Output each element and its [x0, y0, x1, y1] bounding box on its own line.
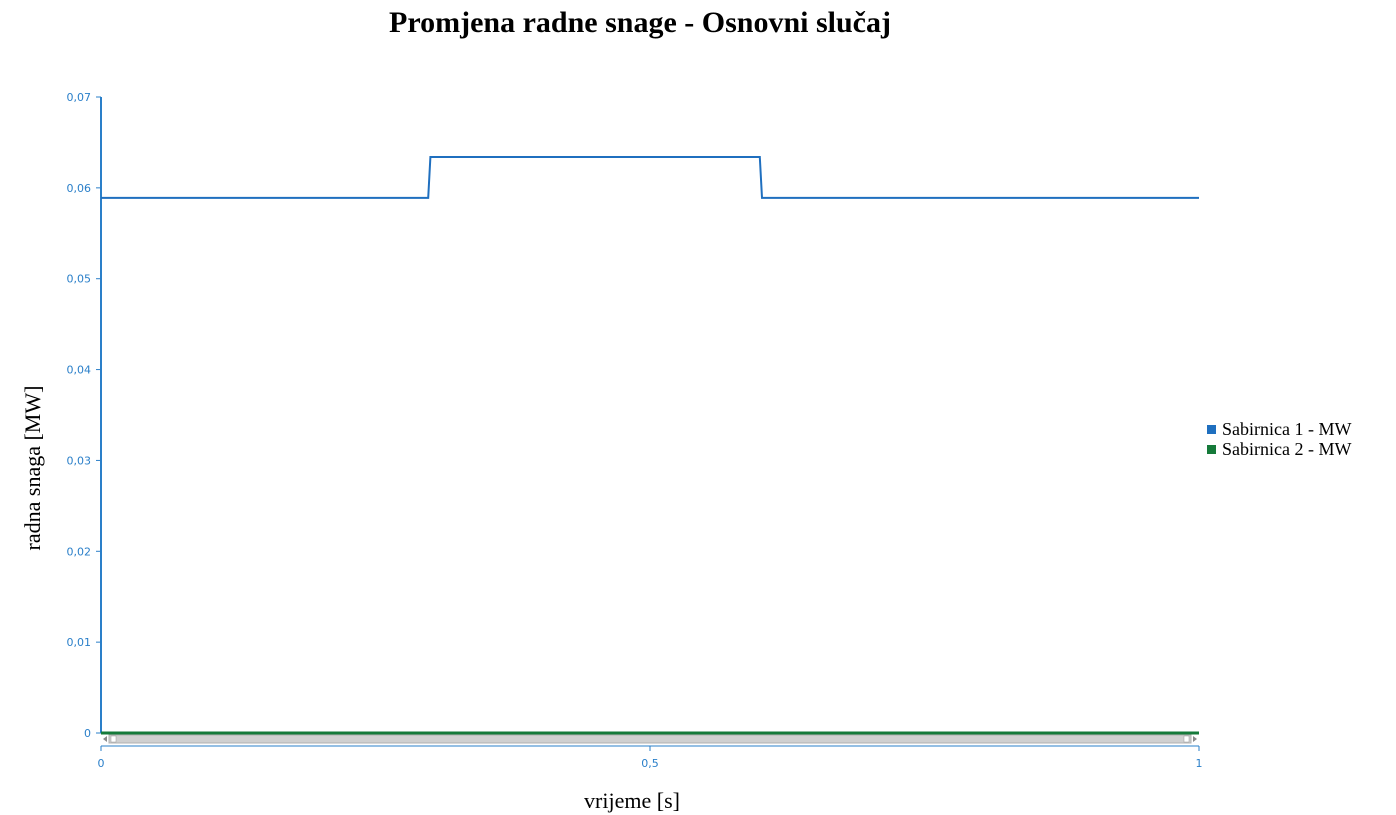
- y-tick-label: 0,04: [67, 364, 92, 377]
- series-line-1: [101, 156, 1199, 199]
- scrollbar-handle-right: [1183, 735, 1190, 743]
- legend-swatch-series-1: [1207, 424, 1216, 434]
- legend-item-series-1[interactable]: Sabirnica 1 - MW: [1207, 419, 1351, 439]
- legend-item-series-2[interactable]: Sabirnica 2 - MW: [1207, 439, 1351, 459]
- y-tick-label: 0,05: [67, 273, 92, 286]
- legend: Sabirnica 1 - MW Sabirnica 2 - MW: [1207, 419, 1351, 459]
- scrollbar-track: [108, 734, 1192, 744]
- y-tick-label: 0: [84, 727, 91, 740]
- y-tick-label: 0,03: [67, 454, 92, 467]
- legend-label-series-1: Sabirnica 1 - MW: [1222, 418, 1352, 439]
- legend-swatch-series-2: [1207, 444, 1216, 454]
- y-tick-label: 0,06: [67, 182, 92, 195]
- chart-title: Promjena radne snage - Osnovni slučaj: [389, 6, 891, 39]
- x-tick-label: 1: [1196, 757, 1203, 770]
- scrollbar-handle-left: [110, 735, 117, 743]
- y-tick-label: 0,01: [67, 636, 92, 649]
- legend-label-series-2: Sabirnica 2 - MW: [1222, 438, 1352, 459]
- x-axis-label: vrijeme [s]: [584, 788, 680, 813]
- scroll-right-arrow: [1193, 736, 1197, 742]
- y-tick-label: 0,07: [67, 91, 92, 104]
- y-tick-label: 0,02: [67, 545, 92, 558]
- scroll-left-arrow: [103, 736, 107, 742]
- x-tick-label: 0: [98, 757, 105, 770]
- x-tick-label: 0,5: [641, 757, 659, 770]
